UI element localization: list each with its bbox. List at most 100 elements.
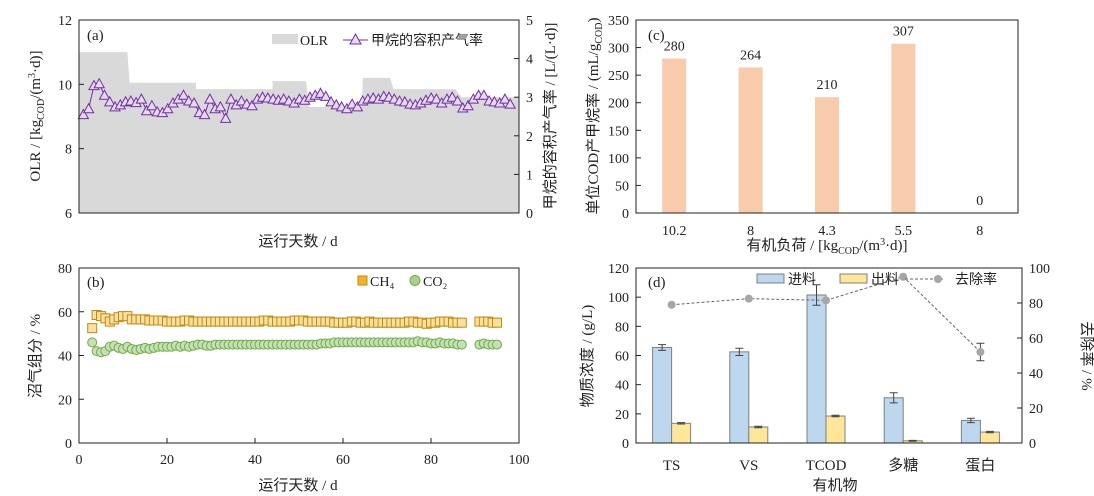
error-bar [889, 392, 898, 404]
b-y-tick-label: 20 [58, 393, 72, 408]
d-yleft-tick-label: 20 [615, 408, 629, 423]
b-y-tick-label: 40 [58, 350, 72, 365]
b-y-tick-label: 60 [58, 306, 72, 321]
a-yleft-tick-label: 8 [65, 143, 72, 158]
methane-rate-point [93, 77, 106, 89]
error-bar [985, 430, 994, 434]
c-x-tick-label: 8 [747, 224, 754, 239]
b-x-tick-label: 80 [424, 453, 438, 468]
d-x-tick-label: 蛋白 [965, 457, 995, 474]
b-y-tick-label: 0 [65, 437, 72, 452]
methane-rate-point [77, 108, 90, 120]
bar [738, 67, 763, 214]
error-bar [966, 417, 975, 424]
methane-rate-point [451, 95, 464, 106]
a-yright-tick-label: 3 [526, 91, 533, 106]
c-x-tick-label: 10.2 [662, 224, 687, 239]
panel-label-b: (b) [87, 275, 105, 291]
removal-rate-point [744, 294, 753, 303]
legend-rate-label: 去除率 [955, 271, 997, 288]
removal-rate-point [976, 348, 985, 356]
outflow-bar [671, 422, 692, 444]
a-yright-tick-label: 4 [526, 53, 533, 68]
methane-rate-point [103, 95, 116, 107]
bar-value-label: 280 [664, 40, 685, 55]
methane-rate-point [325, 95, 337, 107]
panel-b: 0 20 40 60 80 0 20 40 60 80 100 [58, 262, 530, 468]
bar-value-label: 307 [893, 25, 914, 40]
plot-frame [635, 19, 1019, 214]
d-yright-tick-label: 100 [1029, 262, 1050, 277]
inflow-bar [806, 294, 827, 444]
removal-rate-point [899, 272, 908, 281]
c-y-tick-label: 350 [608, 14, 629, 29]
c-y-tick-label: 100 [608, 152, 629, 167]
legend-methane-triangle-icon [349, 32, 362, 45]
legend-co2-label: CO₂ [423, 275, 447, 290]
methane-rate-point [140, 104, 153, 116]
bar [815, 97, 839, 213]
bar-value-label: 264 [740, 48, 761, 63]
c-y-tick-label: 0 [622, 207, 629, 222]
inflow-bar [652, 346, 673, 444]
panel-label-c: (c) [648, 28, 665, 44]
d-ylabel-right: 去除率 / % [1078, 321, 1094, 390]
d-x-tick-label: VS [739, 458, 758, 474]
error-bar [812, 284, 821, 306]
methane-rate-point [198, 108, 211, 120]
plot-frame [78, 19, 520, 214]
ch4-point [456, 317, 467, 328]
panel-d: TS VS TCOD 多糖 蛋白 0 20 40 60 80 100 120 0 20 40 60 80 100 [608, 262, 1050, 474]
removal-rate-point [667, 300, 676, 309]
outflow-bar [979, 431, 1000, 444]
methane-rate-point [204, 93, 216, 104]
methane-rate-point [319, 90, 332, 101]
methane-rate-point [225, 93, 237, 104]
c-x-tick-label: 4.3 [818, 224, 836, 239]
c-x-tick-label: 5.5 [895, 224, 913, 239]
panel-label-d: (d) [648, 275, 666, 291]
b-x-tick-label: 20 [160, 453, 174, 468]
c-x-tick-label: 8 [976, 224, 983, 239]
outflow-bar [825, 415, 846, 444]
c-y-tick-label: 200 [608, 97, 629, 112]
methane-rate-point [462, 99, 474, 111]
c-xlabel: 有机负荷 / [kgCOD/(m3·d)] [746, 237, 907, 257]
inflow-bar [729, 351, 750, 444]
legend-out-swatch [839, 273, 868, 284]
methane-rate-point [430, 93, 443, 104]
legend-ch4-label: CH₄ [370, 275, 394, 290]
error-bar [658, 344, 667, 351]
b-x-tick-label: 0 [76, 453, 83, 468]
d-xlabel: 有机物 [812, 477, 857, 494]
d-yleft-tick-label: 40 [615, 379, 629, 394]
legend-in-swatch [756, 273, 785, 284]
methane-rate-point [188, 96, 200, 108]
methane-rate-point [214, 100, 227, 112]
methane-rate-point [146, 99, 158, 111]
ch4-point [87, 323, 98, 334]
methane-rate-point [351, 100, 364, 112]
co2-point [492, 339, 502, 350]
inflow-bar [960, 419, 981, 444]
c-y-tick-label: 300 [608, 42, 629, 57]
legend-methane-label: 甲烷的容积产气率 [371, 32, 483, 49]
a-yright-tick-label: 5 [526, 14, 533, 29]
d-yright-tick-label: 0 [1029, 437, 1036, 452]
d-yright-tick-label: 40 [1029, 367, 1043, 382]
co2-point [87, 337, 98, 348]
a-yright-tick-label: 0 [526, 207, 533, 222]
olr-area [79, 52, 519, 213]
bar [891, 43, 916, 214]
methane-rate-point [446, 91, 459, 102]
d-yleft-tick-label: 0 [622, 437, 629, 452]
a-yleft-tick-label: 10 [58, 78, 72, 93]
methane-rate-point [135, 93, 148, 104]
outflow-bar [748, 426, 769, 444]
b-y-tick-label: 80 [58, 262, 72, 277]
c-ylabel: 单位COD产甲烷率 / (mL/gCOD) [585, 18, 605, 215]
panel-c: 280 10.2 264 8 210 4.3 307 5.5 0 8 0 50 100 150 200 250… [608, 14, 1019, 239]
methane-rate-point [82, 102, 95, 114]
d-x-tick-label: TS [663, 458, 681, 474]
error-bar [908, 439, 917, 442]
